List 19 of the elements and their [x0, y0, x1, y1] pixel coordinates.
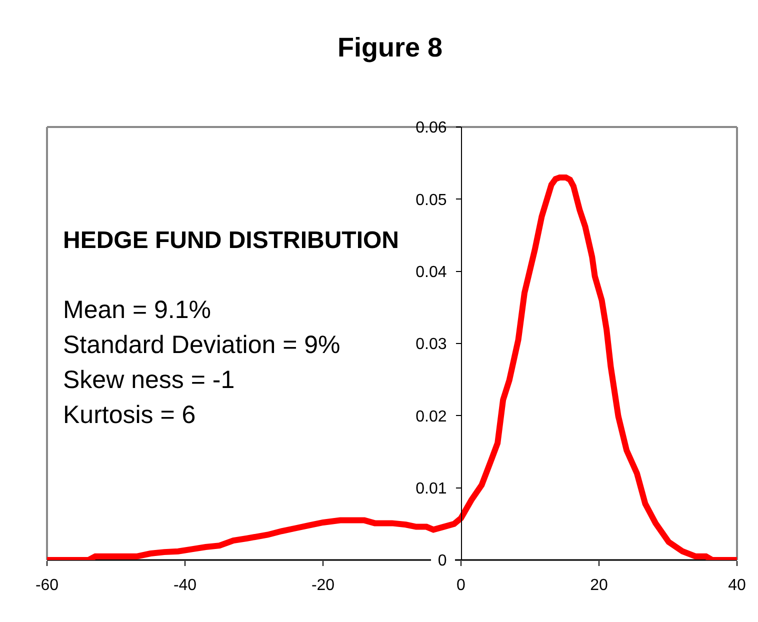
annotation: Kurtosis = 6	[63, 401, 196, 429]
annotation: Standard Deviation = 9%	[63, 331, 340, 359]
annotation: Mean = 9.1%	[63, 296, 212, 324]
chart-title: Figure 8	[337, 32, 443, 62]
x-tick-label: 0	[456, 577, 466, 594]
y-tick-label: 0.03	[416, 336, 447, 354]
y-tick-label: 0.04	[416, 264, 447, 281]
annotation: HEDGE FUND DISTRIBUTION	[63, 227, 399, 254]
y-tick-label: 0.02	[416, 408, 447, 426]
y-tick-label: 0.01	[416, 480, 447, 498]
y-tick-label: 0.06	[416, 120, 447, 137]
annotation: Skew ness = -1	[63, 366, 235, 394]
x-tick-label: 40	[728, 577, 746, 594]
x-tick-label: -60	[35, 577, 59, 594]
y-tick-label: 0	[438, 552, 447, 570]
x-tick-label: -20	[311, 577, 335, 594]
x-tick-label: 20	[590, 577, 608, 594]
x-tick-label: -40	[173, 577, 197, 594]
y-tick-label: 0.05	[416, 192, 447, 209]
